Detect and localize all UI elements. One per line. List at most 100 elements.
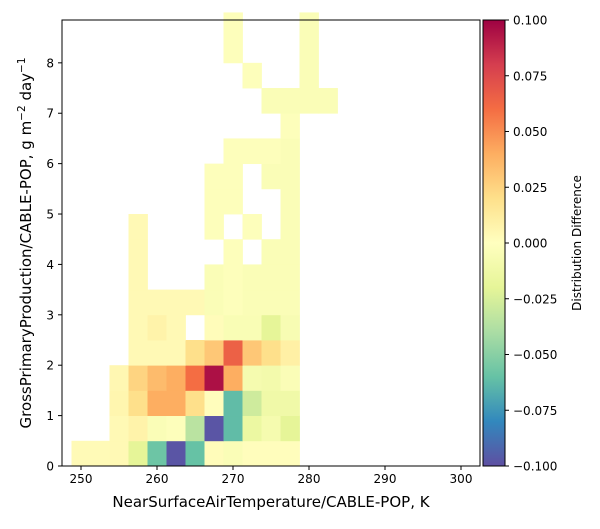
colorbar-tick-label: −0.075 [513, 404, 557, 418]
colorbar-tick-label: 0.025 [513, 181, 547, 195]
heatmap-cell [223, 340, 243, 366]
heatmap-cell [204, 415, 224, 442]
x-tick-label: 290 [374, 472, 397, 486]
heatmap-cell [166, 314, 186, 341]
heatmap-cell [280, 390, 300, 417]
heatmap-cell [242, 289, 262, 316]
heatmap-cell [109, 365, 129, 391]
heatmap-cell [223, 314, 243, 341]
heatmap-cell [147, 314, 167, 341]
heatmap-cell [166, 415, 186, 442]
x-axis-ticks: 250 260 270 280 290 300 [70, 466, 472, 486]
colorbar-tick-label: 0.100 [513, 14, 547, 28]
heatmap-cell [128, 239, 148, 265]
y-axis-label-exp2: −1 [16, 57, 28, 72]
colorbar-tick-label: 0.075 [513, 69, 547, 83]
colorbar-tick-label: −0.025 [513, 292, 557, 306]
heatmap-cell [223, 138, 243, 165]
heatmap-cell [204, 314, 224, 341]
heatmap-cell [128, 440, 148, 467]
colorbar-tick-label: 0.050 [513, 125, 547, 139]
heatmap-cell [109, 415, 129, 442]
heatmap-cell [280, 138, 300, 165]
heatmap-cell [223, 239, 243, 265]
heatmap-cell [280, 88, 300, 114]
heatmap-cell [280, 340, 300, 366]
heatmap-cell [223, 12, 243, 39]
y-tick-label: 8 [46, 56, 54, 70]
heatmap-cell [204, 188, 224, 215]
x-axis-label: NearSurfaceAirTemperature/CABLE-POP, K [112, 493, 430, 511]
colorbar-tick-label: −0.100 [513, 460, 557, 474]
heatmap-cell [280, 239, 300, 265]
heatmap-cell [299, 37, 319, 64]
y-tick-label: 5 [46, 208, 54, 222]
heatmap-cell [261, 289, 281, 316]
heatmap-cell [280, 289, 300, 316]
heatmap-cell [185, 289, 205, 316]
heatmap-cell [280, 214, 300, 240]
heatmap-cell [261, 88, 281, 114]
y-axis-label: GrossPrimaryProduction/CABLE-POP, g m−2 … [16, 57, 35, 428]
colorbar-ticks: −0.100 −0.075 −0.050 −0.025 0.000 0.025 0.050 0… [505, 14, 557, 474]
y-tick-label: 1 [46, 409, 54, 423]
y-tick-label: 4 [46, 258, 54, 272]
heatmap-cell [204, 390, 224, 417]
heatmap-cell [147, 365, 167, 391]
heatmap-cell [280, 188, 300, 215]
heatmap-cell [204, 365, 224, 391]
y-axis-label-unit: day [17, 73, 35, 105]
heatmap-cell [280, 440, 300, 467]
heatmap-cell [90, 440, 110, 467]
heatmap-cell [71, 440, 91, 467]
heatmap-cell [261, 340, 281, 366]
heatmap-cell [261, 390, 281, 417]
heatmap-cell [242, 214, 262, 240]
heatmap-cell [223, 390, 243, 417]
heatmap-cell [109, 390, 129, 417]
heatmap-cell [128, 264, 148, 291]
heatmap-cell [242, 415, 262, 442]
heatmap-cell [280, 415, 300, 442]
colorbar-label: Distribution Difference [570, 175, 584, 311]
heatmap-cell [223, 440, 243, 467]
heatmap-cell [242, 440, 262, 467]
heatmap-cell [166, 365, 186, 391]
heatmap-cell [185, 390, 205, 417]
heatmap-cell [166, 390, 186, 417]
heatmap-cell [166, 440, 186, 467]
heatmap-cell [185, 415, 205, 442]
heatmap-cell [128, 214, 148, 240]
heatmap-cells [71, 12, 338, 467]
heatmap-cell [261, 138, 281, 165]
y-tick-label: 3 [46, 308, 54, 322]
plot-frame [61, 19, 481, 467]
heatmap-cell [261, 440, 281, 467]
heatmap-cell [261, 264, 281, 291]
y-axis-label-exp1: −2 [16, 105, 28, 120]
x-tick-label: 270 [222, 472, 245, 486]
heatmap-cell [147, 440, 167, 467]
y-tick-label: 6 [46, 157, 54, 171]
heatmap-cell [166, 340, 186, 366]
heatmap-cell [223, 415, 243, 442]
heatmap-cell [280, 113, 300, 139]
heatmap-cell [223, 188, 243, 215]
heatmap-cell [128, 365, 148, 391]
heatmap-cell [128, 340, 148, 366]
heatmap-cell [185, 440, 205, 467]
heatmap-cell [147, 340, 167, 366]
heatmap-cell [147, 415, 167, 442]
heatmap-cell [261, 415, 281, 442]
heatmap-cell [204, 340, 224, 366]
heatmap-cell [223, 264, 243, 291]
heatmap-cell [185, 340, 205, 366]
heatmap-cell [299, 12, 319, 39]
heatmap-cell [204, 163, 224, 190]
heatmap-cell [185, 365, 205, 391]
y-axis-ticks: 0 1 2 3 4 5 6 7 8 [46, 56, 62, 474]
heatmap-cell [299, 62, 319, 89]
heatmap-cell [204, 214, 224, 240]
